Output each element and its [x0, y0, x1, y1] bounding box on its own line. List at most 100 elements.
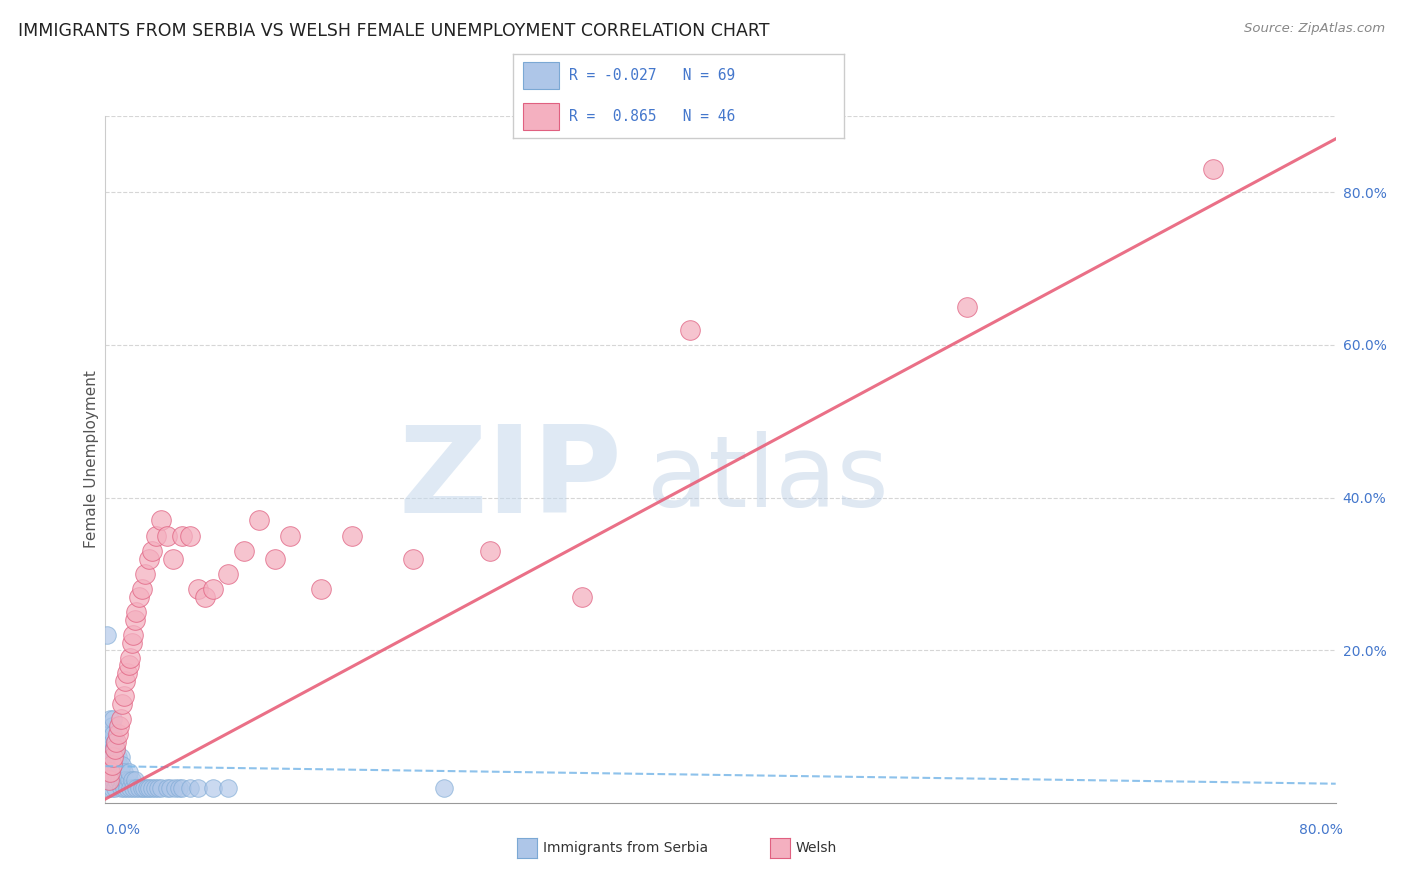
Point	[122, 780, 145, 795]
Point	[187, 582, 209, 596]
Point	[125, 605, 148, 619]
Point	[100, 780, 122, 795]
Point	[98, 772, 121, 787]
Point	[121, 772, 143, 787]
Point	[172, 529, 194, 543]
Point	[149, 513, 172, 527]
Point	[115, 666, 138, 681]
Point	[159, 780, 181, 795]
Bar	[523, 103, 560, 130]
Point	[156, 780, 179, 795]
Point	[114, 772, 136, 787]
Point	[163, 780, 186, 795]
Point	[141, 544, 163, 558]
Point	[101, 742, 124, 756]
Point	[96, 772, 118, 787]
Point	[101, 727, 124, 741]
Point	[172, 780, 194, 795]
Point	[218, 566, 240, 581]
Point	[247, 513, 270, 527]
Point	[105, 742, 128, 756]
Point	[107, 750, 129, 764]
Point	[110, 750, 132, 764]
Point	[162, 551, 184, 566]
Point	[108, 772, 131, 787]
Point	[98, 757, 121, 772]
Point	[111, 772, 134, 787]
Point	[101, 757, 124, 772]
Point	[187, 780, 209, 795]
Point	[97, 735, 120, 749]
Point	[179, 529, 201, 543]
Point	[131, 780, 153, 795]
Point	[120, 650, 141, 665]
Point	[132, 780, 155, 795]
Point	[112, 689, 135, 703]
Point	[134, 566, 156, 581]
Point	[100, 719, 122, 733]
Point	[100, 735, 122, 749]
Point	[98, 765, 121, 780]
Point	[97, 772, 120, 787]
Point	[110, 712, 132, 726]
Point	[112, 765, 135, 780]
Point	[105, 735, 128, 749]
Point	[117, 765, 139, 780]
Point	[100, 757, 122, 772]
Y-axis label: Female Unemployment: Female Unemployment	[84, 370, 98, 549]
Point	[96, 742, 118, 756]
Text: Immigrants from Serbia: Immigrants from Serbia	[543, 841, 707, 855]
Point	[146, 780, 169, 795]
Point	[104, 742, 127, 756]
Text: ZIP: ZIP	[398, 422, 621, 539]
Point	[112, 780, 135, 795]
Text: R =  0.865   N = 46: R = 0.865 N = 46	[569, 109, 735, 124]
Point	[97, 750, 120, 764]
Point	[96, 628, 118, 642]
Point	[433, 780, 456, 795]
Point	[115, 780, 138, 795]
Point	[679, 323, 702, 337]
Point	[122, 628, 145, 642]
Point	[145, 529, 167, 543]
Point	[218, 780, 240, 795]
Point	[128, 590, 150, 604]
Point	[402, 551, 425, 566]
Point	[309, 582, 332, 596]
Point	[136, 780, 159, 795]
Point	[105, 772, 128, 787]
Point	[104, 780, 127, 795]
Point	[179, 780, 201, 795]
Text: 0.0%: 0.0%	[105, 823, 141, 837]
Point	[111, 697, 134, 711]
Point	[202, 582, 225, 596]
Text: R = -0.027   N = 69: R = -0.027 N = 69	[569, 68, 735, 83]
Point	[108, 757, 131, 772]
Point	[125, 780, 148, 795]
Point	[107, 727, 129, 741]
Point	[571, 590, 593, 604]
Point	[101, 772, 124, 787]
Point	[124, 613, 146, 627]
Point	[96, 757, 118, 772]
Point	[98, 742, 121, 756]
Point	[120, 780, 141, 795]
Point	[138, 780, 160, 795]
Point	[110, 765, 132, 780]
Point	[104, 750, 127, 764]
Text: Welsh: Welsh	[796, 841, 837, 855]
Point	[956, 300, 979, 314]
Point	[97, 780, 120, 795]
Point	[169, 780, 191, 795]
Point	[121, 635, 143, 649]
Point	[124, 772, 146, 787]
Point	[107, 765, 129, 780]
Point	[108, 719, 131, 733]
Point	[149, 780, 172, 795]
Point	[202, 780, 225, 795]
Point	[131, 582, 153, 596]
Point	[117, 772, 139, 787]
Point	[340, 529, 363, 543]
Point	[98, 712, 121, 726]
Point	[111, 757, 134, 772]
